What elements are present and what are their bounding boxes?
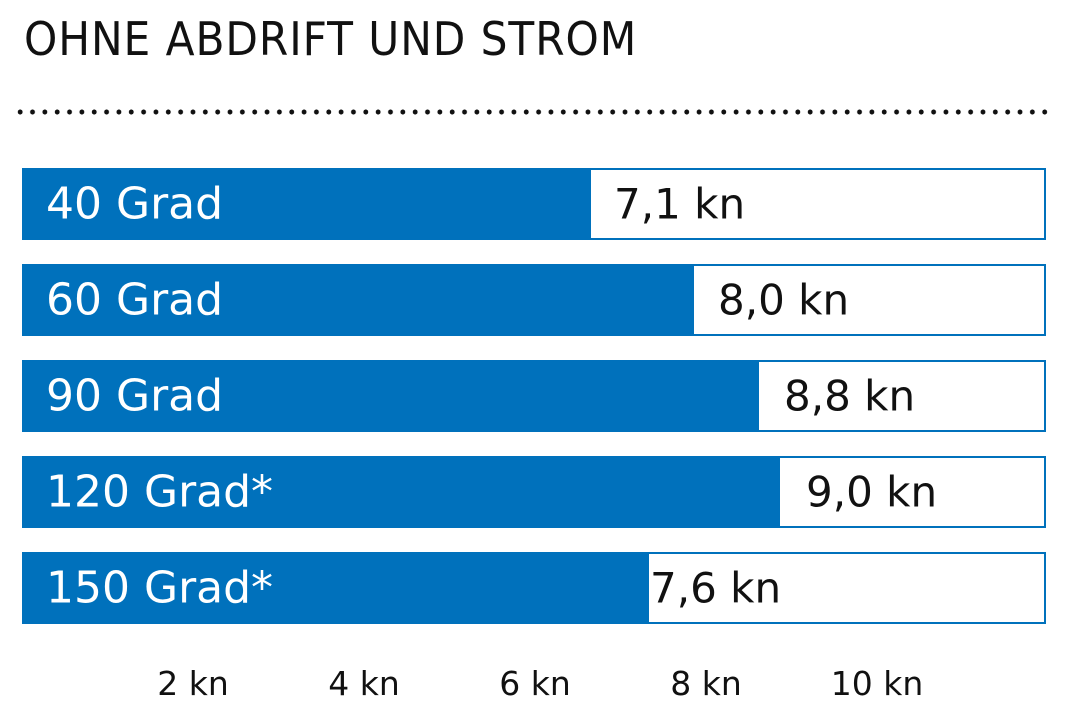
- x-axis-tick: 2 kn: [157, 664, 229, 703]
- bar-label: 150 Grad*: [46, 562, 274, 614]
- bar-fill: [24, 554, 649, 622]
- bar-value: 7,1 kn: [614, 179, 746, 229]
- dotted-divider: [14, 106, 1054, 118]
- chart-title: OHNE ABDRIFT UND STROM: [24, 12, 638, 66]
- bar-row: 40 Grad 7,1 kn: [22, 168, 1046, 240]
- bar-label: 60 Grad: [46, 274, 224, 326]
- bar-row: 60 Grad 8,0 kn: [22, 264, 1046, 336]
- x-axis-tick: 4 kn: [328, 664, 400, 703]
- bar-fill: [24, 458, 780, 526]
- bar-row: 120 Grad* 9,0 kn: [22, 456, 1046, 528]
- x-axis-tick: 8 kn: [670, 664, 742, 703]
- bar-fill: [24, 362, 759, 430]
- bar-label: 40 Grad: [46, 178, 224, 230]
- bar-label: 90 Grad: [46, 370, 224, 422]
- bar-fill: [24, 266, 694, 334]
- bar-label: 120 Grad*: [46, 466, 274, 518]
- x-axis-tick: 10 kn: [830, 664, 924, 703]
- bar-value: 8,8 kn: [784, 371, 916, 421]
- bar-row: 150 Grad* 7,6 kn: [22, 552, 1046, 624]
- bar-value: 7,6 kn: [650, 563, 782, 613]
- bar-row: 90 Grad 8,8 kn: [22, 360, 1046, 432]
- bar-fill: [24, 170, 591, 238]
- x-axis-tick: 6 kn: [499, 664, 571, 703]
- bar-value: 9,0 kn: [806, 467, 938, 517]
- bar-value: 8,0 kn: [718, 275, 850, 325]
